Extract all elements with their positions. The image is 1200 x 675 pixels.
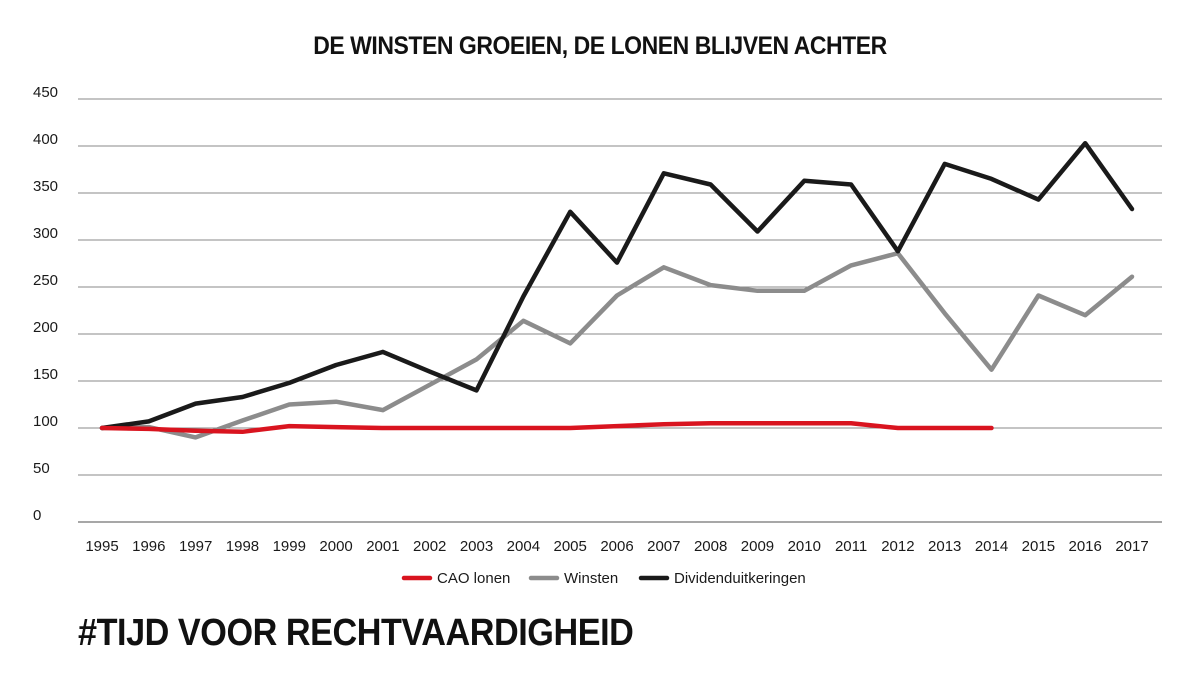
x-tick-label: 2013 <box>928 538 961 555</box>
gridlines <box>78 98 1162 523</box>
series-line-cao-lonen <box>99 421 994 435</box>
y-tick-label: 50 <box>33 460 50 477</box>
chart-title: DE WINSTEN GROEIEN, DE LONEN BLIJVEN ACH… <box>313 32 887 60</box>
legend-label: Dividenduitkeringen <box>674 570 806 587</box>
y-tick-label: 150 <box>33 366 58 383</box>
series-line-dividenduitkeringen <box>99 140 1135 431</box>
legend-label: CAO lonen <box>437 570 510 587</box>
x-tick-label: 1998 <box>226 538 259 555</box>
x-tick-label: 1997 <box>179 538 212 555</box>
x-tick-label: 2004 <box>507 538 540 555</box>
x-tick-label: 2017 <box>1115 538 1148 555</box>
x-tick-label: 2009 <box>741 538 774 555</box>
x-tick-label: 1995 <box>85 538 118 555</box>
campaign-hashtag: #TIJD VOOR RECHTVAARDIGHEID <box>78 612 634 654</box>
y-tick-label: 350 <box>33 178 58 195</box>
x-tick-label: 1996 <box>132 538 165 555</box>
x-tick-label: 2000 <box>319 538 352 555</box>
legend-label: Winsten <box>564 570 618 587</box>
x-tick-label: 2008 <box>694 538 727 555</box>
y-tick-label: 300 <box>33 225 58 242</box>
y-tick-label: 100 <box>33 413 58 430</box>
y-tick-label: 400 <box>33 131 58 148</box>
x-tick-label: 2014 <box>975 538 1008 555</box>
series-line-winsten <box>99 250 1135 440</box>
x-tick-label: 1999 <box>273 538 306 555</box>
y-axis-ticks: 0 50 100 150 200 250 300 350 400 450 <box>33 84 58 524</box>
legend: CAO lonen Winsten Dividenduitkeringen <box>401 570 806 587</box>
y-tick-label: 250 <box>33 272 58 289</box>
x-tick-label: 2002 <box>413 538 446 555</box>
x-tick-label: 2012 <box>881 538 914 555</box>
x-axis-ticks: 1995 1996 1997 1998 1999 2000 2001 2002 2003 2004… <box>85 538 1148 555</box>
y-tick-label: 200 <box>33 319 58 336</box>
x-tick-label: 2007 <box>647 538 680 555</box>
x-tick-label: 2006 <box>600 538 633 555</box>
series-lines <box>99 140 1135 440</box>
x-tick-label: 2010 <box>788 538 821 555</box>
x-tick-label: 2005 <box>553 538 586 555</box>
x-tick-label: 2015 <box>1022 538 1055 555</box>
x-tick-label: 2011 <box>835 538 867 555</box>
y-tick-label: 0 <box>33 507 41 524</box>
x-tick-label: 2003 <box>460 538 493 555</box>
x-tick-label: 2001 <box>366 538 399 555</box>
x-tick-label: 2016 <box>1068 538 1101 555</box>
y-tick-label: 450 <box>33 84 58 101</box>
